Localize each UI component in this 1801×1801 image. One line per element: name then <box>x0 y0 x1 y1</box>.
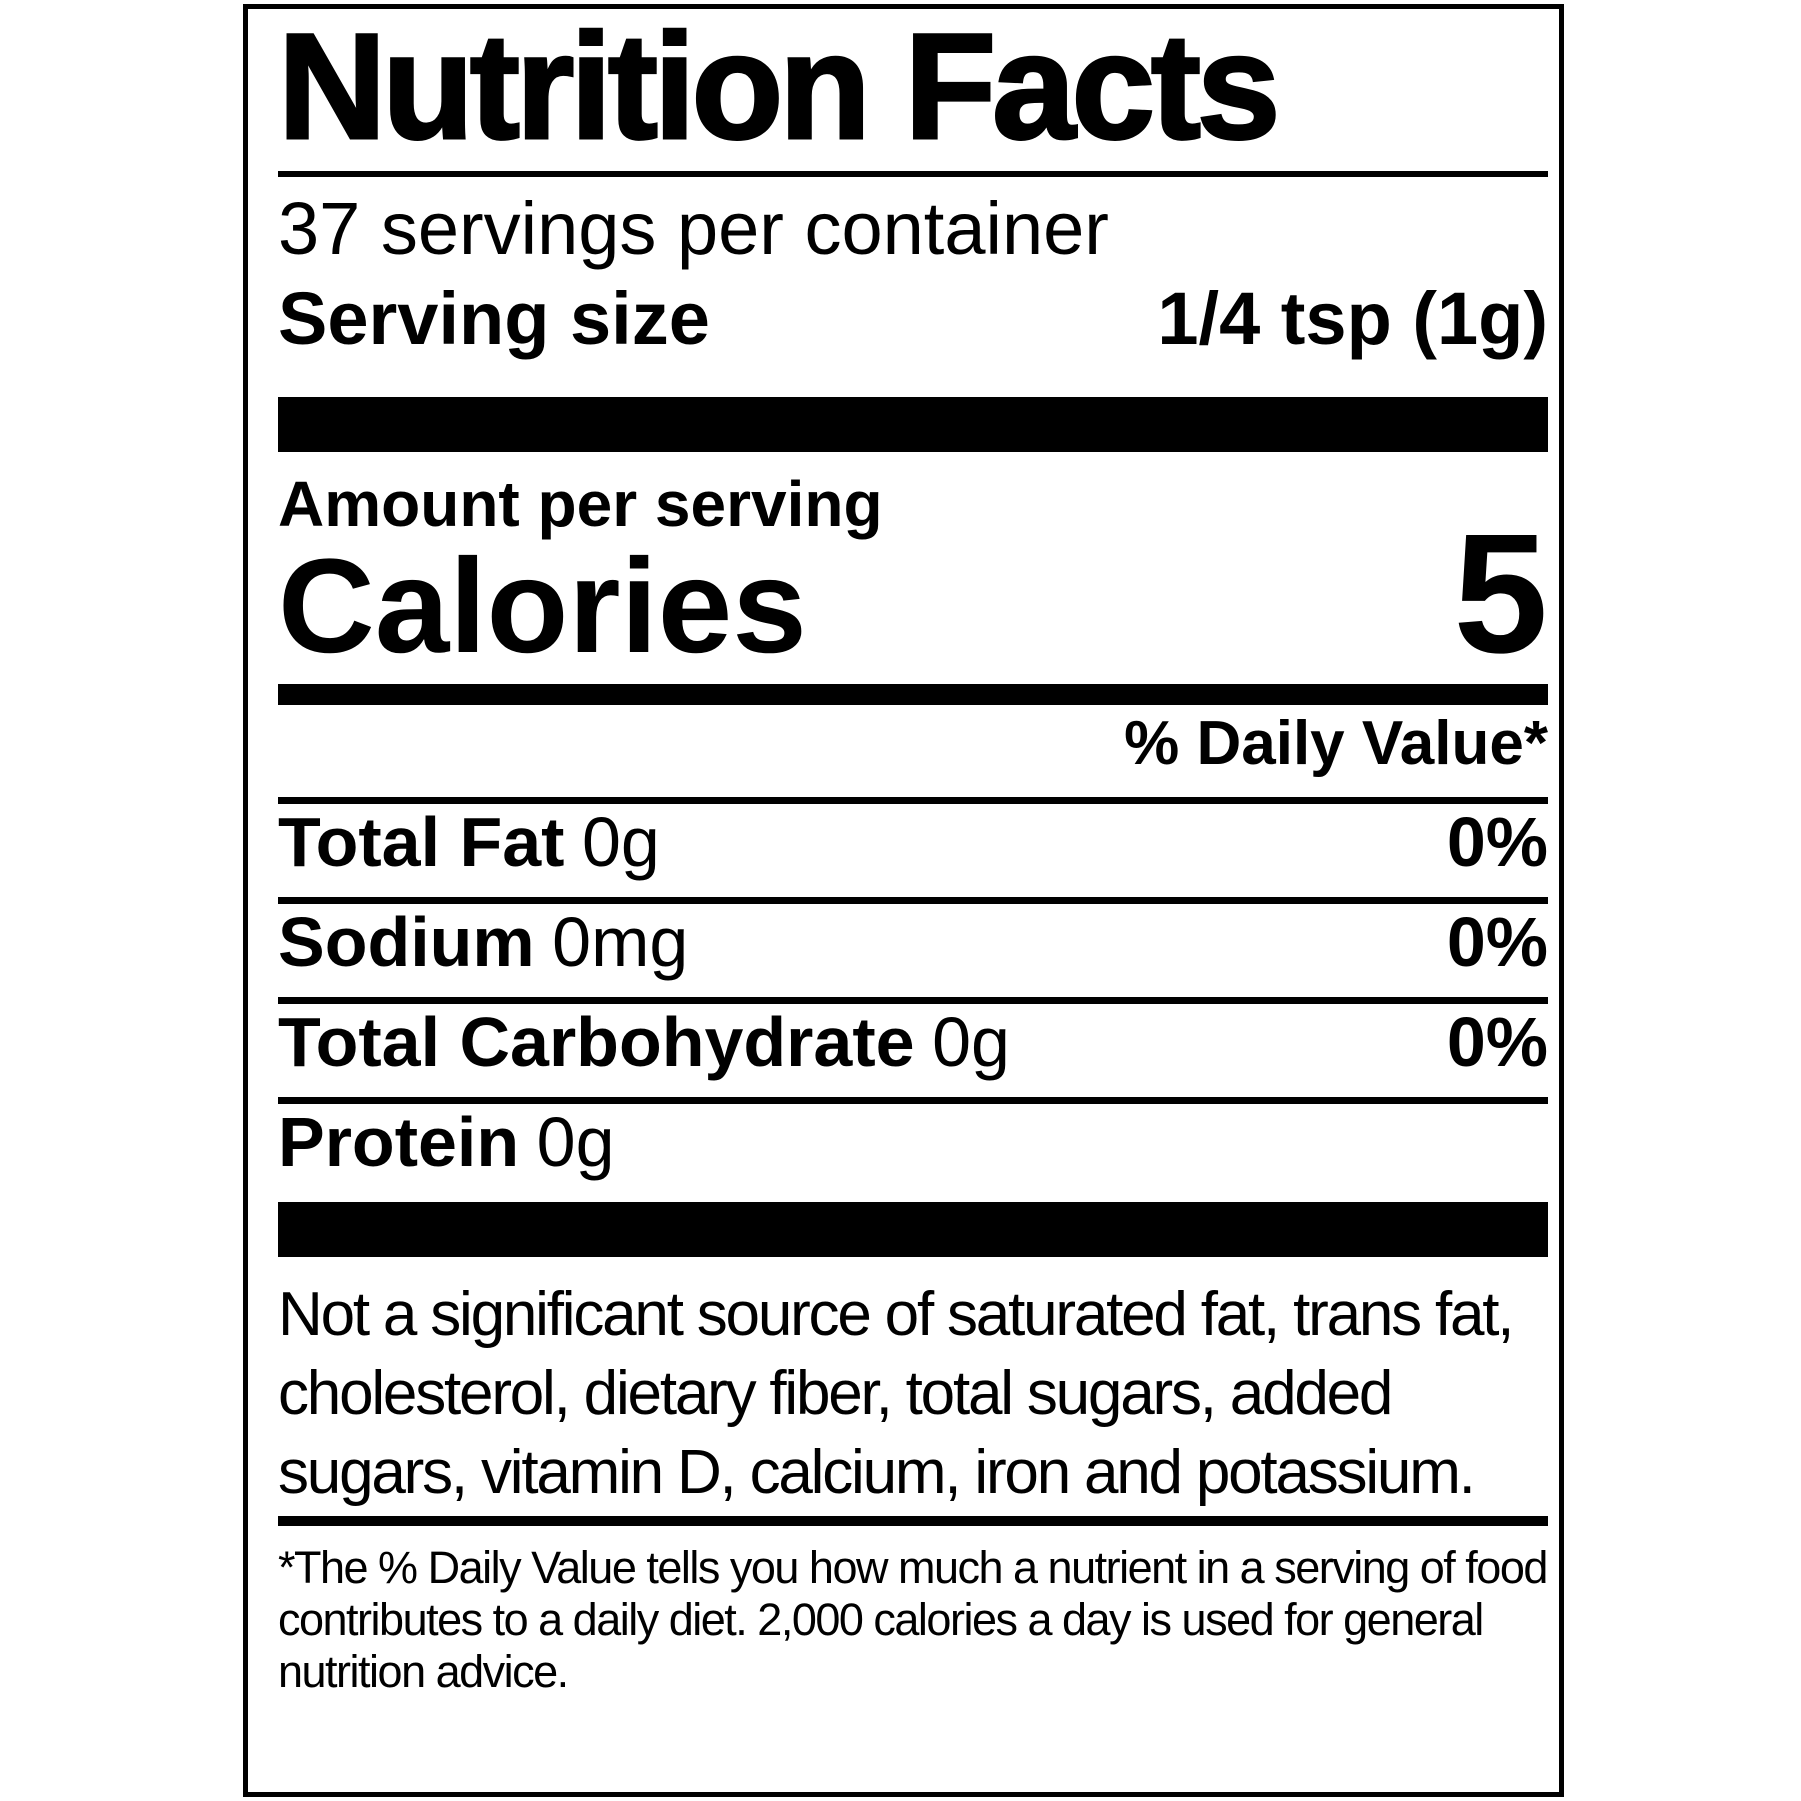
nutrient-amount: 0g <box>581 802 660 881</box>
servings-per-container: 37 servings per container <box>278 187 1109 270</box>
calories-value: 5 <box>1453 499 1548 690</box>
nutrient-name-amount: Protein 0g <box>278 1107 615 1177</box>
divider <box>278 796 1548 804</box>
nutrient-name: Sodium <box>278 902 535 981</box>
nutrient-name: Total Fat <box>278 802 565 881</box>
nutrient-daily-value: 0% <box>1446 902 1548 981</box>
nutrient-row-sodium: Sodium 0mg 0% <box>278 907 1548 977</box>
not-significant-note: Not a significant source of saturated fa… <box>278 1279 1515 1507</box>
nutrient-name-amount: Total Carbohydrate 0g <box>278 1007 1010 1077</box>
label-title: Nutrition Facts <box>277 2 1282 170</box>
nutrient-daily-value: 0% <box>1446 1002 1548 1081</box>
title-divider <box>278 171 1548 177</box>
nutrient-name-amount: Total Fat 0g <box>278 807 660 877</box>
divider <box>278 896 1548 904</box>
serving-size-value: 1/4 tsp (1g) <box>1157 276 1548 360</box>
divider <box>278 996 1548 1004</box>
nutrient-amount: 0g <box>932 1002 1010 1081</box>
nutrient-amount: 0g <box>536 1102 615 1181</box>
nutrient-amount: 0mg <box>552 902 689 981</box>
medium-separator-bar <box>278 683 1548 705</box>
thick-separator-bar <box>278 396 1548 452</box>
nutrition-facts-label: Nutrition Facts 37 servings per containe… <box>243 4 1564 1797</box>
amount-per-serving: Amount per serving <box>278 467 883 540</box>
serving-size-label: Serving size <box>278 276 710 360</box>
calories-label: Calories <box>278 532 807 682</box>
nutrient-name: Protein <box>278 1102 520 1181</box>
nutrient-row-total-fat: Total Fat 0g 0% <box>278 807 1548 877</box>
nutrient-name-amount: Sodium 0mg <box>278 907 688 977</box>
calories-row: Calories 5 <box>278 509 1548 682</box>
footnote-divider <box>278 1515 1548 1526</box>
nutrient-daily-value: 0% <box>1446 802 1548 881</box>
divider <box>278 1096 1548 1104</box>
nutrient-name: Total Carbohydrate <box>278 1002 915 1081</box>
nutrient-row-total-carbohydrate: Total Carbohydrate 0g 0% <box>278 1007 1548 1077</box>
daily-value-header: % Daily Value* <box>1124 708 1548 778</box>
thick-separator-bar <box>278 1201 1548 1257</box>
nutrient-row-protein: Protein 0g <box>278 1107 1548 1177</box>
daily-value-footnote: *The % Daily Value tells you how much a … <box>278 1541 1548 1697</box>
serving-size-row: Serving size 1/4 tsp (1g) <box>278 276 1548 360</box>
